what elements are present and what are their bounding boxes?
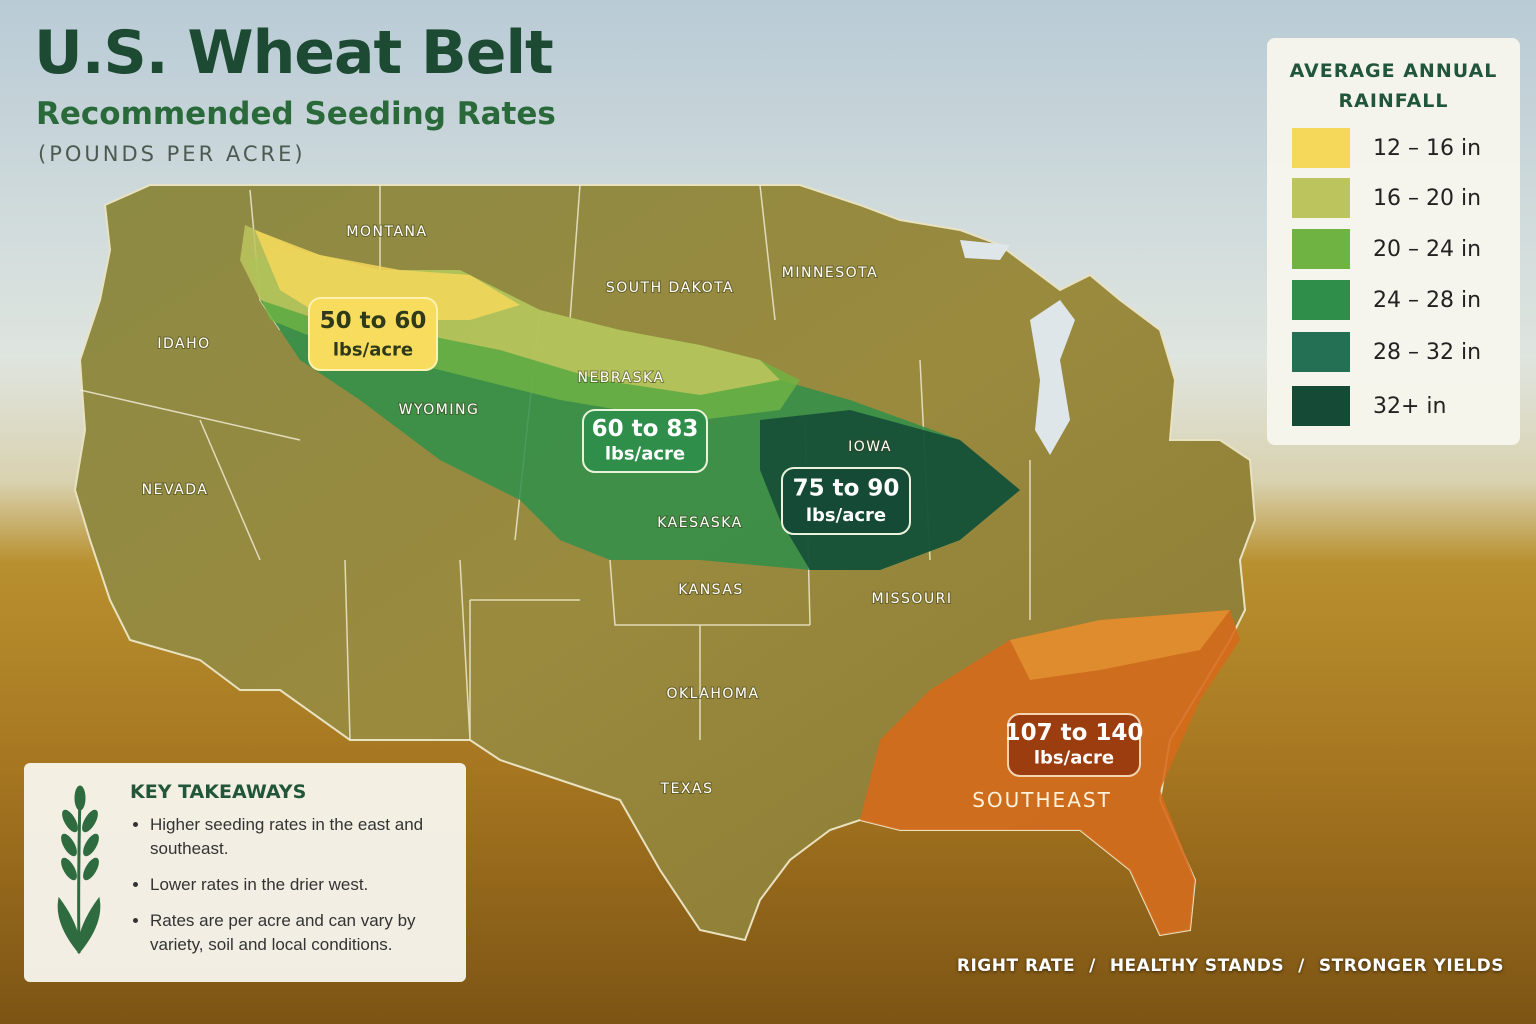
takeaways-panel: KEY TAKEAWAYS Higher seeding rates in th… bbox=[24, 763, 466, 982]
legend-swatch bbox=[1292, 178, 1350, 218]
legend-label: 32+ in bbox=[1373, 393, 1447, 419]
legend-item: 32+ in bbox=[1292, 386, 1446, 426]
callout-box bbox=[582, 409, 708, 473]
legend-item: 12 – 16 in bbox=[1292, 128, 1481, 168]
state-label: MINNESOTA bbox=[782, 265, 878, 281]
callout-unit: lbs/acre bbox=[333, 340, 413, 361]
band-16-20 bbox=[240, 225, 780, 395]
footer-item: HEALTHY STANDS bbox=[1109, 956, 1285, 976]
takeaways-title: KEY TAKEAWAYS bbox=[130, 781, 307, 803]
takeaway-bullet: Higher seeding rates in the east and sou… bbox=[150, 813, 470, 861]
takeaway-bullet: Lower rates in the drier west. bbox=[150, 873, 470, 897]
callout-unit: lbs/acre bbox=[806, 505, 886, 526]
callout-range: 75 to 90 bbox=[793, 476, 900, 502]
state-label: OKLAHOMA bbox=[666, 686, 759, 702]
legend-item: 24 – 28 in bbox=[1292, 280, 1481, 320]
band-southeast-light bbox=[1010, 610, 1230, 680]
state-label: NEVADA bbox=[142, 482, 209, 498]
legend-title: AVERAGE ANNUAL RAINFALL bbox=[1289, 60, 1498, 112]
subtitle: Recommended Seeding Rates bbox=[36, 96, 556, 132]
takeaway-bullet: Rates are per acre and can vary by varie… bbox=[150, 909, 470, 957]
callout-unit: lbs/acre bbox=[605, 444, 685, 465]
legend-item: 16 – 20 in bbox=[1292, 178, 1481, 218]
state-label: IDAHO bbox=[157, 336, 210, 352]
legend-swatch bbox=[1292, 128, 1350, 168]
legend-item: 28 – 32 in bbox=[1292, 332, 1481, 372]
region-label: SOUTHEAST bbox=[972, 788, 1112, 812]
callout-box bbox=[1007, 713, 1141, 777]
state-label: SOUTH DAKOTA bbox=[606, 280, 734, 296]
footer-item: RIGHT RATE bbox=[956, 956, 1076, 976]
callout-box bbox=[781, 467, 911, 535]
legend-swatch bbox=[1292, 280, 1350, 320]
great-lakes bbox=[960, 240, 1075, 455]
legend-label: 28 – 32 in bbox=[1373, 339, 1482, 365]
state-label: MISSOURI bbox=[871, 591, 952, 607]
footer-separator: / bbox=[1089, 956, 1096, 976]
legend-label: 16 – 20 in bbox=[1373, 185, 1482, 211]
callout-unit: lbs/acre bbox=[1034, 748, 1114, 769]
footer-separator: / bbox=[1298, 956, 1305, 976]
legend-item: 20 – 24 in bbox=[1292, 229, 1481, 269]
callout-range: 107 to 140 bbox=[1005, 720, 1144, 746]
legend-label: 12 – 16 in bbox=[1373, 135, 1482, 161]
state-label: TEXAS bbox=[660, 781, 714, 797]
state-label: KAESASKA bbox=[657, 515, 742, 531]
legend-label: 24 – 28 in bbox=[1373, 287, 1482, 313]
state-label: WYOMING bbox=[399, 402, 480, 418]
callout-range: 60 to 83 bbox=[592, 416, 699, 442]
takeaways-list: Higher seeding rates in the east and sou… bbox=[130, 813, 470, 969]
footer-item: STRONGER YIELDS bbox=[1318, 956, 1504, 976]
units: (POUNDS PER ACRE) bbox=[38, 142, 306, 166]
state-label: IOWA bbox=[848, 439, 892, 455]
state-label: MONTANA bbox=[346, 224, 427, 240]
legend-swatch bbox=[1292, 332, 1350, 372]
state-label: KANSAS bbox=[678, 582, 744, 598]
callout-range: 50 to 60 bbox=[320, 308, 427, 334]
callout-box bbox=[308, 297, 438, 371]
legend-swatch bbox=[1292, 386, 1350, 426]
legend-label: 20 – 24 in bbox=[1373, 236, 1482, 262]
footer: RIGHT RATE / HEALTHY STANDS / STRONGER YIELD… bbox=[957, 956, 1504, 976]
state-label: NEBRASKA bbox=[577, 370, 664, 386]
title: U.S. Wheat Belt bbox=[34, 18, 554, 88]
wheat-icon bbox=[57, 785, 101, 955]
legend: AVERAGE ANNUAL RAINFALL 12 – 16 in 16 – 2… bbox=[1267, 38, 1520, 445]
legend-swatch bbox=[1292, 229, 1350, 269]
